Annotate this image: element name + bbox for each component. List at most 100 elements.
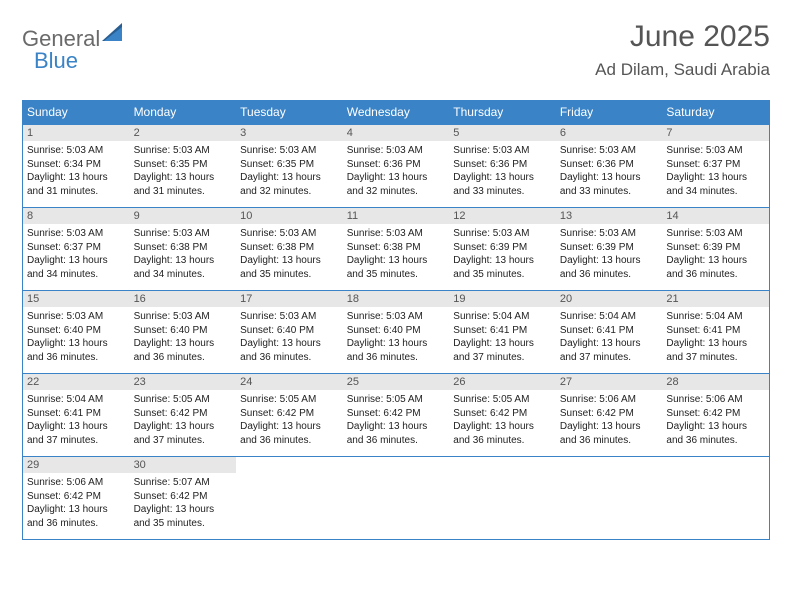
daylight-text: Daylight: 13 hours and 34 minutes.	[666, 171, 765, 198]
day-content: Sunrise: 5:03 AMSunset: 6:37 PMDaylight:…	[23, 224, 130, 285]
day-number: 18	[343, 291, 450, 307]
day-content: Sunrise: 5:03 AMSunset: 6:38 PMDaylight:…	[343, 224, 450, 285]
sunrise-text: Sunrise: 5:03 AM	[27, 227, 126, 241]
day-content: Sunrise: 5:03 AMSunset: 6:39 PMDaylight:…	[662, 224, 769, 285]
day-content: Sunrise: 5:05 AMSunset: 6:42 PMDaylight:…	[130, 390, 237, 451]
day-number: 17	[236, 291, 343, 307]
day-cell: 27Sunrise: 5:06 AMSunset: 6:42 PMDayligh…	[556, 374, 663, 456]
day-content: Sunrise: 5:03 AMSunset: 6:34 PMDaylight:…	[23, 141, 130, 202]
day-number: 1	[23, 125, 130, 141]
sunset-text: Sunset: 6:35 PM	[240, 158, 339, 172]
day-cell: 18Sunrise: 5:03 AMSunset: 6:40 PMDayligh…	[343, 291, 450, 373]
day-content: Sunrise: 5:05 AMSunset: 6:42 PMDaylight:…	[343, 390, 450, 451]
day-cell: 30Sunrise: 5:07 AMSunset: 6:42 PMDayligh…	[130, 457, 237, 539]
month-title: June 2025	[595, 20, 770, 54]
day-content: Sunrise: 5:03 AMSunset: 6:36 PMDaylight:…	[556, 141, 663, 202]
daylight-text: Daylight: 13 hours and 32 minutes.	[347, 171, 446, 198]
day-cell: 12Sunrise: 5:03 AMSunset: 6:39 PMDayligh…	[449, 208, 556, 290]
sunset-text: Sunset: 6:40 PM	[240, 324, 339, 338]
sunset-text: Sunset: 6:35 PM	[134, 158, 233, 172]
sunset-text: Sunset: 6:41 PM	[560, 324, 659, 338]
day-content: Sunrise: 5:04 AMSunset: 6:41 PMDaylight:…	[449, 307, 556, 368]
sunset-text: Sunset: 6:37 PM	[27, 241, 126, 255]
daylight-text: Daylight: 13 hours and 36 minutes.	[666, 420, 765, 447]
day-number: 20	[556, 291, 663, 307]
daylight-text: Daylight: 13 hours and 36 minutes.	[347, 337, 446, 364]
day-content: Sunrise: 5:04 AMSunset: 6:41 PMDaylight:…	[23, 390, 130, 451]
day-cell: 5Sunrise: 5:03 AMSunset: 6:36 PMDaylight…	[449, 125, 556, 207]
day-content: Sunrise: 5:04 AMSunset: 6:41 PMDaylight:…	[556, 307, 663, 368]
day-cell: 8Sunrise: 5:03 AMSunset: 6:37 PMDaylight…	[23, 208, 130, 290]
day-cell: 2Sunrise: 5:03 AMSunset: 6:35 PMDaylight…	[130, 125, 237, 207]
day-cell: 16Sunrise: 5:03 AMSunset: 6:40 PMDayligh…	[130, 291, 237, 373]
day-cell: 20Sunrise: 5:04 AMSunset: 6:41 PMDayligh…	[556, 291, 663, 373]
day-number: 8	[23, 208, 130, 224]
daylight-text: Daylight: 13 hours and 31 minutes.	[27, 171, 126, 198]
sunrise-text: Sunrise: 5:03 AM	[453, 227, 552, 241]
sunset-text: Sunset: 6:40 PM	[347, 324, 446, 338]
day-header-cell: Tuesday	[236, 101, 343, 125]
day-cell: 25Sunrise: 5:05 AMSunset: 6:42 PMDayligh…	[343, 374, 450, 456]
sunset-text: Sunset: 6:39 PM	[453, 241, 552, 255]
sunset-text: Sunset: 6:38 PM	[134, 241, 233, 255]
daylight-text: Daylight: 13 hours and 35 minutes.	[347, 254, 446, 281]
sunset-text: Sunset: 6:41 PM	[453, 324, 552, 338]
sunrise-text: Sunrise: 5:06 AM	[27, 476, 126, 490]
day-cell: 11Sunrise: 5:03 AMSunset: 6:38 PMDayligh…	[343, 208, 450, 290]
day-cell: 1Sunrise: 5:03 AMSunset: 6:34 PMDaylight…	[23, 125, 130, 207]
daylight-text: Daylight: 13 hours and 36 minutes.	[666, 254, 765, 281]
day-content: Sunrise: 5:06 AMSunset: 6:42 PMDaylight:…	[662, 390, 769, 451]
day-content: Sunrise: 5:03 AMSunset: 6:38 PMDaylight:…	[236, 224, 343, 285]
day-content: Sunrise: 5:03 AMSunset: 6:37 PMDaylight:…	[662, 141, 769, 202]
day-cell: 21Sunrise: 5:04 AMSunset: 6:41 PMDayligh…	[662, 291, 769, 373]
sunrise-text: Sunrise: 5:04 AM	[560, 310, 659, 324]
sunrise-text: Sunrise: 5:07 AM	[134, 476, 233, 490]
sunrise-text: Sunrise: 5:04 AM	[453, 310, 552, 324]
day-number: 22	[23, 374, 130, 390]
sunrise-text: Sunrise: 5:03 AM	[347, 144, 446, 158]
daylight-text: Daylight: 13 hours and 37 minutes.	[134, 420, 233, 447]
sunrise-text: Sunrise: 5:03 AM	[134, 227, 233, 241]
daylight-text: Daylight: 13 hours and 37 minutes.	[453, 337, 552, 364]
sunset-text: Sunset: 6:34 PM	[27, 158, 126, 172]
sunset-text: Sunset: 6:40 PM	[134, 324, 233, 338]
sunset-text: Sunset: 6:36 PM	[347, 158, 446, 172]
sunrise-text: Sunrise: 5:03 AM	[453, 144, 552, 158]
day-number: 12	[449, 208, 556, 224]
day-header-cell: Wednesday	[343, 101, 450, 125]
day-number: 16	[130, 291, 237, 307]
sunset-text: Sunset: 6:37 PM	[666, 158, 765, 172]
sunrise-text: Sunrise: 5:06 AM	[666, 393, 765, 407]
day-number: 9	[130, 208, 237, 224]
day-cell	[662, 457, 769, 539]
day-cell: 19Sunrise: 5:04 AMSunset: 6:41 PMDayligh…	[449, 291, 556, 373]
day-content: Sunrise: 5:06 AMSunset: 6:42 PMDaylight:…	[556, 390, 663, 451]
day-cell: 7Sunrise: 5:03 AMSunset: 6:37 PMDaylight…	[662, 125, 769, 207]
sunrise-text: Sunrise: 5:03 AM	[240, 227, 339, 241]
daylight-text: Daylight: 13 hours and 32 minutes.	[240, 171, 339, 198]
day-header-cell: Monday	[130, 101, 237, 125]
daylight-text: Daylight: 13 hours and 37 minutes.	[560, 337, 659, 364]
daylight-text: Daylight: 13 hours and 36 minutes.	[27, 337, 126, 364]
calendar-week: 8Sunrise: 5:03 AMSunset: 6:37 PMDaylight…	[23, 208, 769, 291]
day-content: Sunrise: 5:03 AMSunset: 6:36 PMDaylight:…	[343, 141, 450, 202]
sunset-text: Sunset: 6:42 PM	[134, 490, 233, 504]
day-cell: 17Sunrise: 5:03 AMSunset: 6:40 PMDayligh…	[236, 291, 343, 373]
day-cell: 28Sunrise: 5:06 AMSunset: 6:42 PMDayligh…	[662, 374, 769, 456]
sunrise-text: Sunrise: 5:05 AM	[347, 393, 446, 407]
sunrise-text: Sunrise: 5:05 AM	[240, 393, 339, 407]
day-number: 28	[662, 374, 769, 390]
day-cell: 4Sunrise: 5:03 AMSunset: 6:36 PMDaylight…	[343, 125, 450, 207]
day-cell: 6Sunrise: 5:03 AMSunset: 6:36 PMDaylight…	[556, 125, 663, 207]
sunset-text: Sunset: 6:42 PM	[134, 407, 233, 421]
sunrise-text: Sunrise: 5:03 AM	[240, 144, 339, 158]
daylight-text: Daylight: 13 hours and 36 minutes.	[240, 420, 339, 447]
day-content: Sunrise: 5:03 AMSunset: 6:36 PMDaylight:…	[449, 141, 556, 202]
day-cell: 3Sunrise: 5:03 AMSunset: 6:35 PMDaylight…	[236, 125, 343, 207]
day-number: 25	[343, 374, 450, 390]
sunrise-text: Sunrise: 5:03 AM	[347, 227, 446, 241]
day-cell	[556, 457, 663, 539]
day-number: 24	[236, 374, 343, 390]
sunrise-text: Sunrise: 5:03 AM	[134, 310, 233, 324]
location: Ad Dilam, Saudi Arabia	[595, 60, 770, 80]
